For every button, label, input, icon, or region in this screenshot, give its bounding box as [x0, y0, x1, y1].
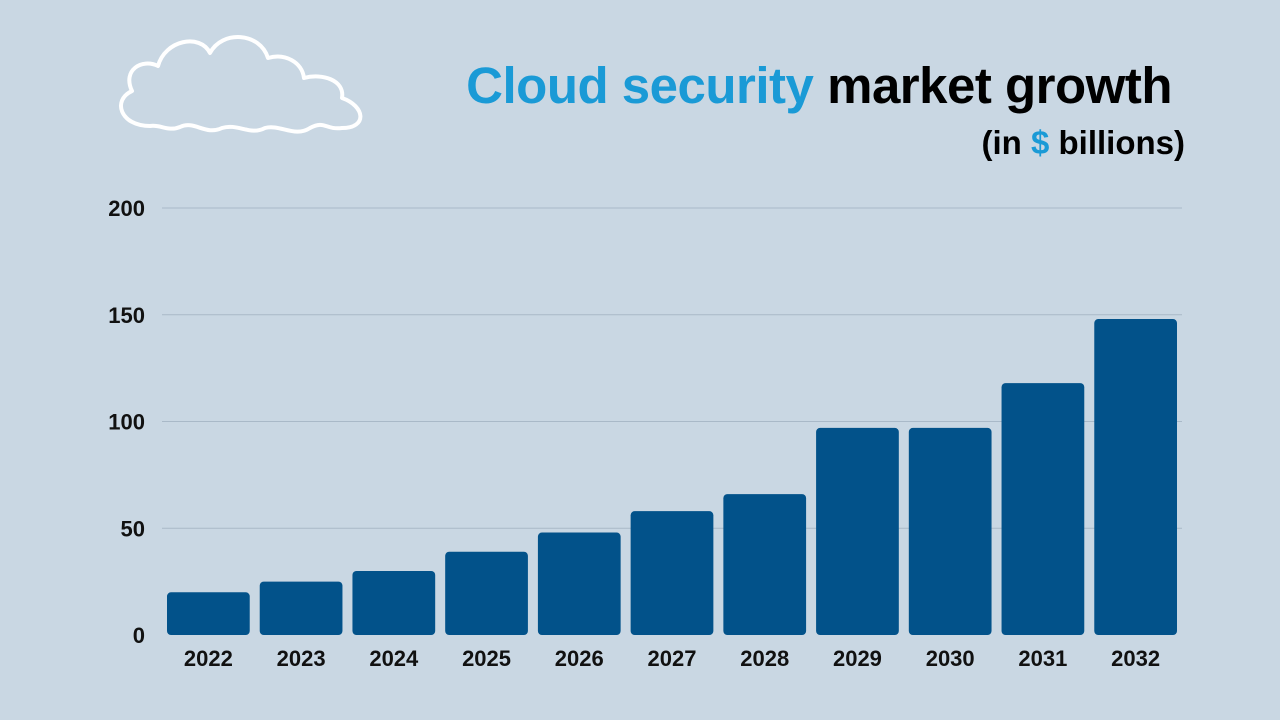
dollar-symbol: $ — [1030, 124, 1050, 161]
subtitle-open: (in — [981, 124, 1022, 161]
bar-2022 — [167, 592, 250, 635]
x-tick-label: 2032 — [1111, 646, 1160, 671]
bar-2028 — [723, 494, 807, 635]
bar-2023 — [259, 581, 343, 635]
x-tick-label: 2030 — [926, 646, 975, 671]
x-tick-label: 2024 — [369, 646, 419, 671]
subtitle-close: billions) — [1058, 124, 1186, 161]
y-axis-ticks: 0 50 100 150 200 — [108, 196, 145, 648]
x-tick-label: 2029 — [833, 646, 882, 671]
y-tick-label: 200 — [108, 196, 145, 221]
bar-2025 — [445, 551, 528, 635]
x-tick-label: 2023 — [277, 646, 326, 671]
bar-2031 — [1001, 383, 1085, 635]
cloud-icon — [119, 35, 363, 134]
title-rest: market growth — [827, 57, 1172, 114]
bar-2029 — [816, 427, 899, 635]
bar-2024 — [352, 570, 436, 635]
bars — [167, 319, 1177, 635]
y-tick-label: 50 — [121, 516, 145, 541]
bar-2032 — [1094, 319, 1177, 635]
x-tick-label: 2028 — [740, 646, 789, 671]
y-tick-label: 100 — [108, 410, 145, 435]
bar-2030 — [908, 427, 992, 635]
x-tick-label: 2025 — [462, 646, 511, 671]
y-tick-label: 150 — [108, 303, 145, 328]
chart-title: Cloud security market growth — [466, 56, 1172, 115]
x-tick-label: 2026 — [555, 646, 604, 671]
x-tick-label: 2031 — [1018, 646, 1067, 671]
y-tick-label: 0 — [133, 623, 145, 648]
bar-2026 — [537, 532, 621, 635]
title-highlight: Cloud security — [466, 57, 814, 114]
x-tick-label: 2027 — [648, 646, 697, 671]
bar-2027 — [630, 511, 714, 635]
x-tick-label: 2022 — [184, 646, 233, 671]
chart-subtitle: (in $ billions) — [981, 124, 1185, 162]
x-axis-ticks: 2022 2023 2024 2025 2026 2027 2028 2029 2030 2031… — [184, 646, 1160, 671]
